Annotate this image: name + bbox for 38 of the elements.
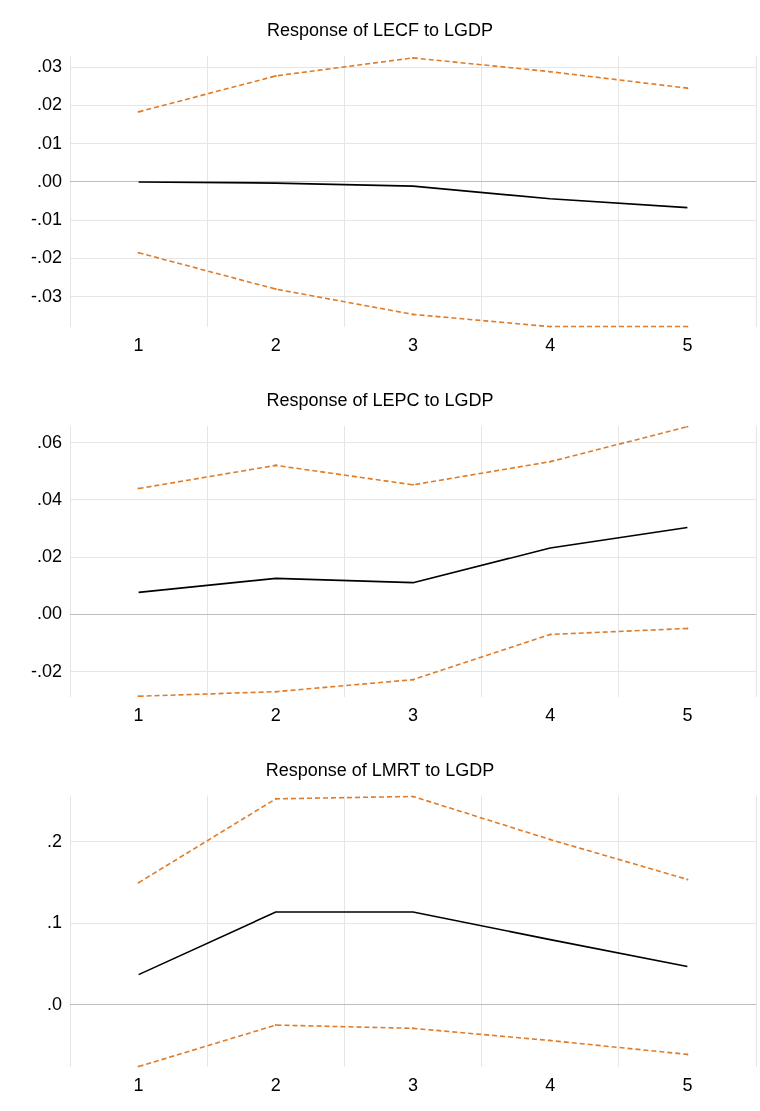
y-tick-label: -.02 xyxy=(30,247,62,268)
line-series xyxy=(137,251,689,328)
x-tick-label: 3 xyxy=(407,335,419,356)
x-tick-label: 4 xyxy=(545,335,556,356)
y-tick-label: .1 xyxy=(46,912,62,933)
x-tick-label: 5 xyxy=(682,1075,693,1096)
line-series xyxy=(137,1024,689,1068)
x-tick-label: 2 xyxy=(270,335,281,356)
y-tick-label: .02 xyxy=(36,94,62,115)
y-tick-label: .2 xyxy=(46,830,62,851)
x-tick-label: 3 xyxy=(407,1075,419,1096)
y-tick-label: -.01 xyxy=(30,209,62,230)
x-tick-label: 5 xyxy=(682,335,693,356)
y-tick-label: .04 xyxy=(36,488,62,509)
y-tick-label: .0 xyxy=(46,993,62,1014)
y-tick-label: .03 xyxy=(36,56,62,77)
line-series xyxy=(137,425,689,490)
x-tick-label: 2 xyxy=(270,705,281,726)
x-tick-label: 4 xyxy=(545,1075,556,1096)
x-tick-label: 4 xyxy=(545,705,556,726)
y-tick-label: .01 xyxy=(36,132,62,153)
chart-title: Response of LECF to LGDP xyxy=(266,19,494,40)
y-tick-label: -.03 xyxy=(30,285,62,306)
x-tick-label: 1 xyxy=(133,335,144,356)
x-tick-label: 1 xyxy=(133,1075,144,1096)
y-tick-label: .02 xyxy=(36,546,62,567)
chart-title: Response of LMRT to LGDP xyxy=(265,759,495,780)
y-tick-label: .06 xyxy=(36,431,62,452)
x-tick-label: 2 xyxy=(270,1075,281,1096)
y-tick-label: -.02 xyxy=(30,660,62,681)
line-series xyxy=(137,57,689,113)
line-series xyxy=(137,627,689,698)
x-tick-label: 5 xyxy=(682,705,693,726)
x-tick-label: 1 xyxy=(133,705,144,726)
x-tick-label: 3 xyxy=(407,705,419,726)
y-tick-label: .00 xyxy=(36,170,62,191)
y-tick-label: .00 xyxy=(36,603,62,624)
chart-title: Response of LEPC to LGDP xyxy=(266,389,494,410)
